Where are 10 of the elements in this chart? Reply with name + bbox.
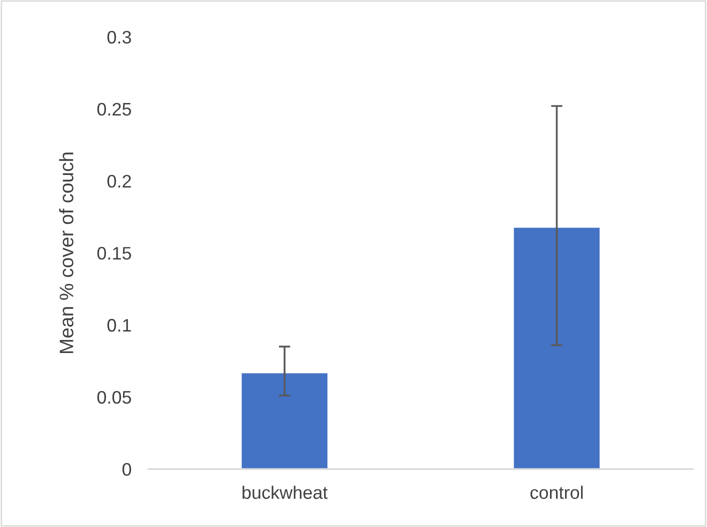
x-tick-label: control	[530, 486, 583, 499]
y-tick-label: 0.05	[97, 390, 132, 404]
x-tick-label: buckwheat	[242, 486, 328, 499]
y-tick-label: 0.25	[97, 102, 132, 116]
y-axis-title: Mean % cover of couch	[59, 152, 74, 353]
y-tick-label: 0.15	[97, 246, 132, 260]
y-tick-label: 0	[122, 462, 132, 476]
y-tick-label: 0.1	[107, 318, 131, 332]
y-tick-label: 0.2	[107, 174, 131, 188]
y-tick-label: 0.3	[107, 30, 132, 44]
